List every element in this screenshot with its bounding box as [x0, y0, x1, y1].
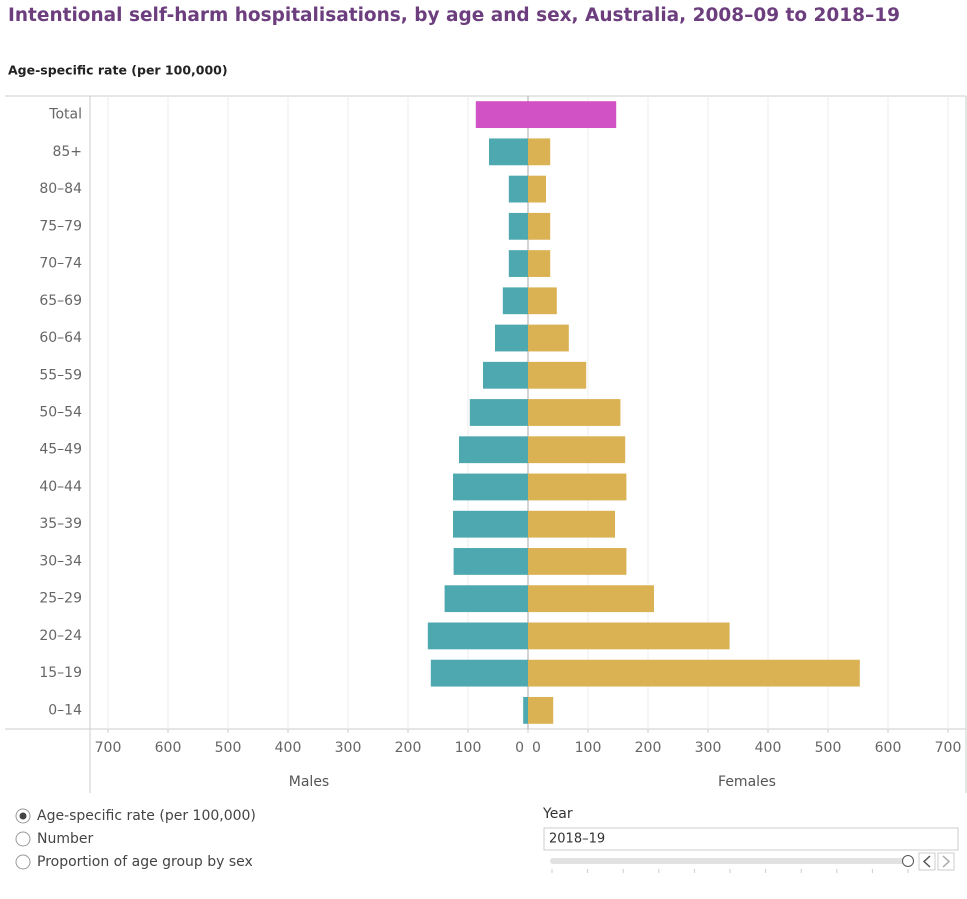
- y-tick-label: 75–79: [39, 218, 82, 234]
- y-tick-label: 65–69: [39, 293, 82, 309]
- y-tick-label: 50–54: [39, 405, 82, 421]
- prev-icon: [922, 855, 931, 868]
- bar: [459, 436, 528, 464]
- bar: [502, 287, 528, 315]
- x-tick-label: 100: [455, 740, 482, 756]
- y-tick-label: 85+: [52, 144, 82, 160]
- bar: [453, 548, 528, 575]
- y-tick-label: 0–14: [48, 702, 82, 718]
- y-tick-label: 60–64: [39, 330, 82, 346]
- x-tick-label: 700: [95, 740, 122, 756]
- y-tick-label: 25–29: [39, 591, 82, 607]
- x-tick-label: 500: [215, 740, 242, 756]
- bar: [453, 473, 528, 501]
- bar: [475, 101, 528, 129]
- x-tick-label: 300: [695, 740, 722, 756]
- x-tick-label: 600: [875, 740, 902, 756]
- bar: [528, 696, 554, 724]
- x-tick-label: 700: [935, 740, 962, 756]
- radio-dot: [19, 812, 27, 820]
- y-tick-label: 15–19: [39, 665, 82, 681]
- year-value: 2018–19: [549, 832, 605, 847]
- radio-option[interactable]: Number: [15, 831, 93, 847]
- radio-option[interactable]: Proportion of age group by sex: [15, 854, 253, 870]
- radio-label: Age-specific rate (per 100,000): [37, 808, 256, 824]
- bar: [528, 361, 587, 389]
- year-label: Year: [542, 806, 573, 822]
- next-button[interactable]: [937, 852, 955, 871]
- x-tick-label: 400: [755, 740, 782, 756]
- x-tick-label: 500: [815, 740, 842, 756]
- x-tick-label: 200: [635, 740, 662, 756]
- y-tick-label: 80–84: [39, 181, 82, 197]
- bar: [430, 659, 528, 687]
- chart-subtitle: Age-specific rate (per 100,000): [8, 63, 228, 78]
- y-tick-label: 30–34: [39, 553, 82, 569]
- bar: [528, 622, 730, 650]
- radio-option[interactable]: Age-specific rate (per 100,000): [15, 808, 256, 824]
- bar: [489, 138, 528, 166]
- bar: [528, 250, 551, 277]
- x-tick-label: 0: [532, 740, 541, 756]
- prev-button[interactable]: [918, 852, 936, 871]
- y-tick-label: 35–39: [39, 516, 82, 532]
- x-tick-label: 600: [155, 740, 182, 756]
- x-tick-label: 200: [395, 740, 422, 756]
- radio-label: Number: [37, 831, 93, 847]
- bar: [469, 399, 528, 426]
- bar: [453, 510, 528, 538]
- year-input[interactable]: [543, 827, 959, 851]
- bar: [523, 696, 528, 724]
- y-tick-label: Total: [48, 107, 82, 123]
- x-tick-label: 300: [335, 740, 362, 756]
- bar: [508, 250, 528, 277]
- bar: [483, 361, 528, 389]
- radio-button: [15, 831, 31, 847]
- bar: [508, 175, 528, 203]
- bar: [528, 138, 551, 166]
- radio-label: Proportion of age group by sex: [37, 854, 253, 870]
- x-tick-label: 0: [515, 740, 524, 756]
- bar: [528, 399, 621, 426]
- y-tick-label: 70–74: [39, 256, 82, 272]
- bar: [528, 436, 626, 464]
- bar: [528, 324, 569, 352]
- y-tick-label: 20–24: [39, 628, 82, 644]
- chart-title: Intentional self-harm hospitalisations, …: [8, 5, 900, 26]
- year-slider[interactable]: [550, 852, 955, 871]
- bar: [528, 101, 617, 129]
- radio-button: [15, 854, 31, 870]
- bar: [528, 473, 627, 501]
- axis-title: Females: [718, 774, 776, 790]
- slider-track: [550, 858, 905, 864]
- y-tick-label: 40–44: [39, 479, 82, 495]
- slider-knob[interactable]: [902, 855, 914, 867]
- y-tick-label: 55–59: [39, 367, 82, 383]
- x-tick-label: 100: [575, 740, 602, 756]
- bar: [528, 175, 546, 203]
- bar: [528, 287, 557, 315]
- axis-title: Males: [289, 774, 329, 790]
- bar: [528, 585, 654, 613]
- next-icon: [942, 855, 951, 868]
- bar: [528, 659, 860, 687]
- bar: [427, 622, 528, 650]
- bar: [508, 212, 528, 240]
- y-tick-label: 45–49: [39, 442, 82, 458]
- bar: [528, 510, 615, 538]
- bar: [495, 324, 528, 352]
- bar: [444, 585, 528, 613]
- x-tick-label: 400: [275, 740, 302, 756]
- bar: [528, 212, 551, 240]
- bar: [528, 548, 627, 575]
